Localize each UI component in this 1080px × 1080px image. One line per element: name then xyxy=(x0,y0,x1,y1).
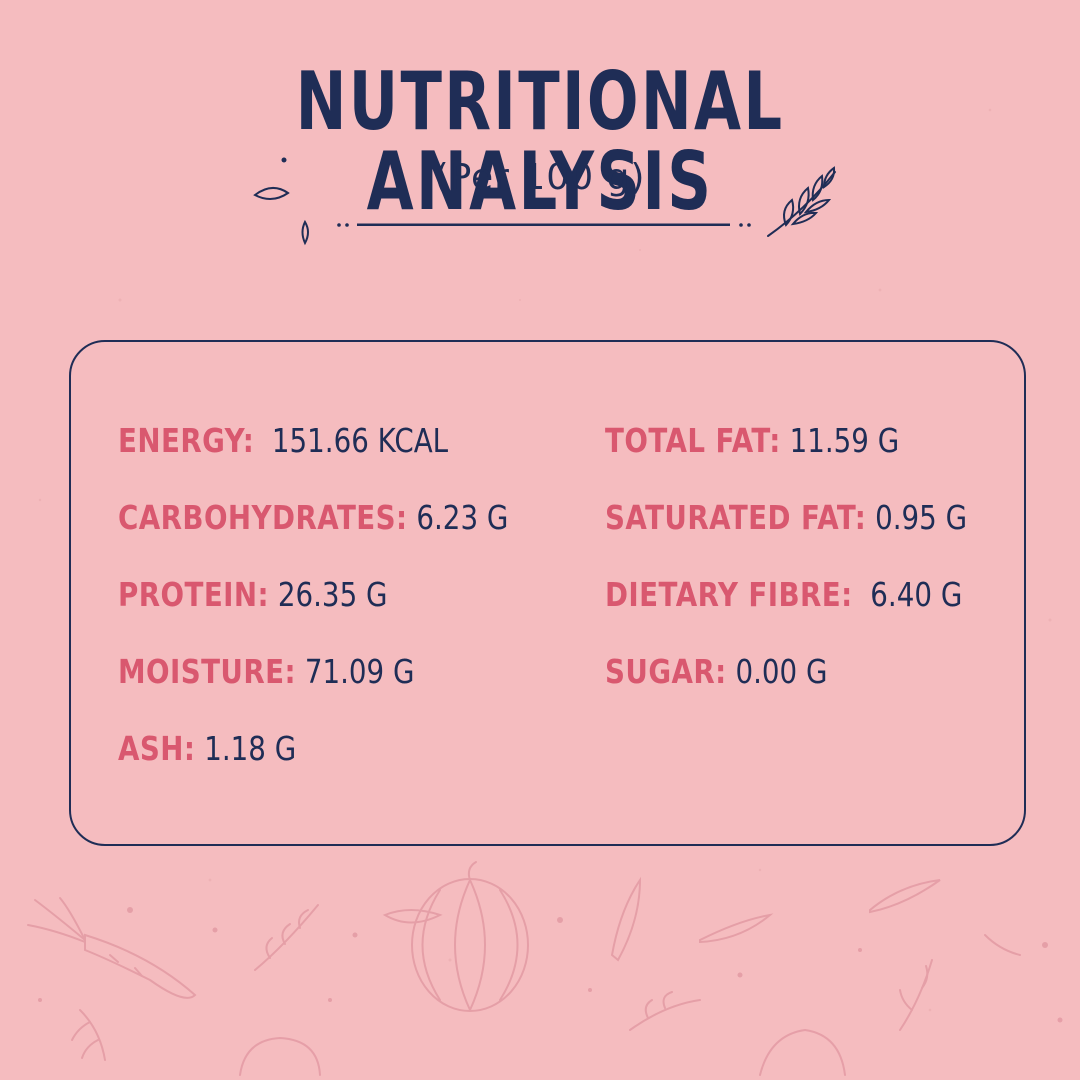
nutrient-label: CARBOHYDRATES: xyxy=(118,498,408,537)
title-ornament xyxy=(253,157,836,246)
nutrient-row-dietary-fibre: DIETARY FIBRE: 6.40 G xyxy=(605,575,967,652)
nutrient-row-sugar: SUGAR: 0.00 G xyxy=(605,652,967,729)
page-subtitle: (Per 100 g) xyxy=(434,157,646,198)
nutrient-row-moisture: MOISTURE: 71.09 G xyxy=(118,652,508,729)
nutrient-value: 6.40 G xyxy=(870,575,963,614)
doodle-dots xyxy=(38,907,1063,1023)
bean-doodle xyxy=(610,876,941,962)
nutrient-row-energy: ENERGY: 151.66 KCAL xyxy=(118,421,508,498)
nutrient-value: 1.18 G xyxy=(204,729,297,768)
nutrient-label: ENERGY: xyxy=(118,421,255,460)
vegetable-doodles xyxy=(27,861,1063,1076)
seed-icon xyxy=(253,157,309,246)
nutrient-label: ASH: xyxy=(118,729,196,768)
leaf-sprig-icon xyxy=(767,166,836,237)
nutrient-value: 0.00 G xyxy=(735,652,828,691)
nutrient-value: 6.23 G xyxy=(416,498,509,537)
nutrient-list-left: ENERGY: 151.66 KCAL CARBOHYDRATES: 6.23 … xyxy=(118,421,583,806)
nutrient-value: 71.09 G xyxy=(304,652,415,691)
nutrient-list-right: TOTAL FAT: 11.59 G SATURATED FAT: 0.95 G… xyxy=(605,421,1036,729)
nutrition-card: ENERGY: 151.66 KCAL CARBOHYDRATES: 6.23 … xyxy=(69,340,1026,846)
nutrient-label: SATURATED FAT: xyxy=(605,498,867,537)
nutrient-value: 11.59 G xyxy=(789,421,900,460)
divider-line xyxy=(337,223,751,227)
nutrient-value: 0.95 G xyxy=(875,498,968,537)
page-title: NUTRITIONAL ANALYSIS xyxy=(295,55,785,228)
pumpkin-doodle xyxy=(382,861,529,1012)
nutrient-value: 151.66 KCAL xyxy=(271,421,449,460)
nutrient-label: MOISTURE: xyxy=(118,652,297,691)
onion-doodle xyxy=(239,1028,846,1076)
nutrient-row-saturated-fat: SATURATED FAT: 0.95 G xyxy=(605,498,967,575)
nutrient-label: PROTEIN: xyxy=(118,575,270,614)
nutrient-value: 26.35 G xyxy=(277,575,388,614)
nutrient-row-carbohydrates: CARBOHYDRATES: 6.23 G xyxy=(118,498,508,575)
leaf-branch-doodle xyxy=(629,934,1021,1031)
nutrient-row-protein: PROTEIN: 26.35 G xyxy=(118,575,508,652)
nutrient-row-ash: ASH: 1.18 G xyxy=(118,729,508,806)
nutrient-label: TOTAL FAT: xyxy=(605,421,781,460)
nutrient-row-total-fat: TOTAL FAT: 11.59 G xyxy=(605,421,967,498)
carrot-doodle xyxy=(27,897,197,999)
nutrient-label: DIETARY FIBRE: xyxy=(605,575,853,614)
nutrient-label: SUGAR: xyxy=(605,652,727,691)
herb-doodle xyxy=(71,904,319,1061)
